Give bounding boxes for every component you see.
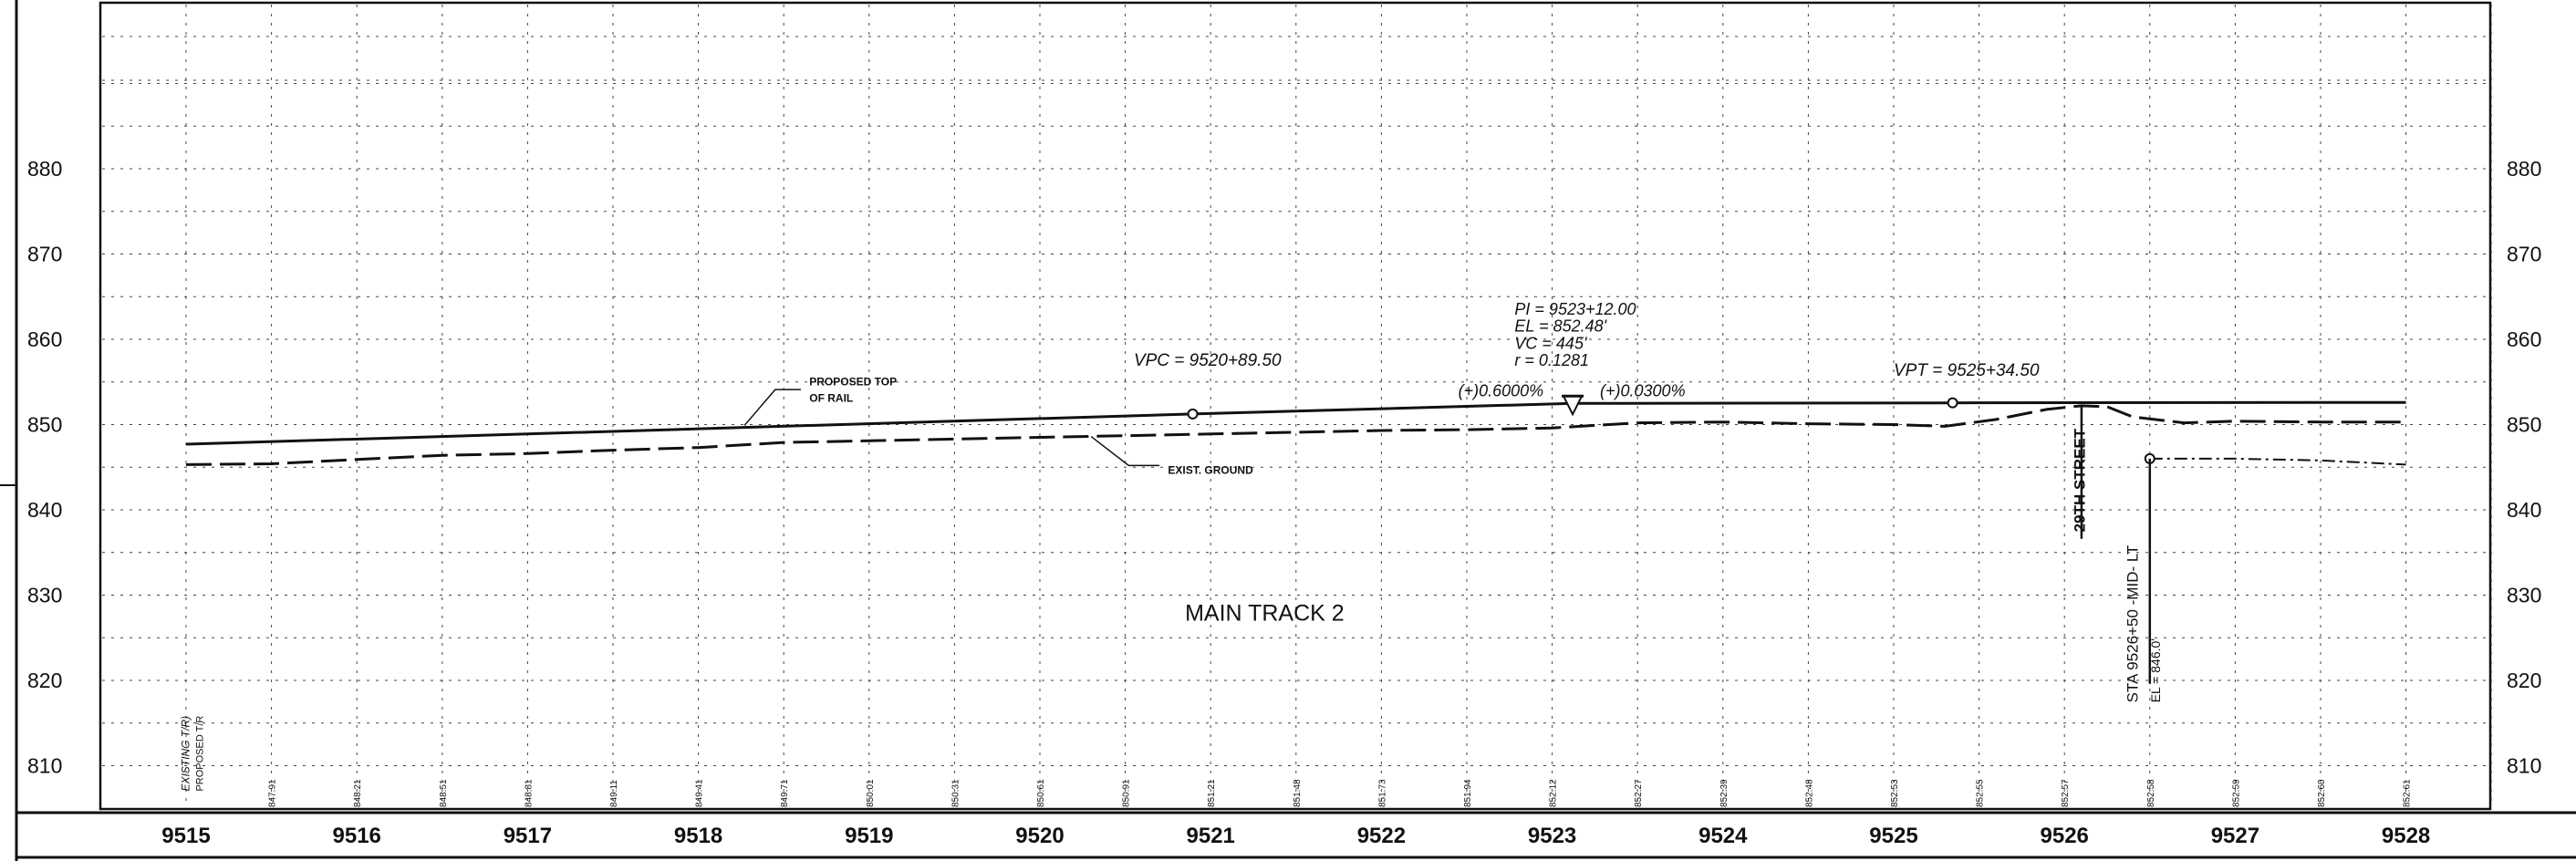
bottom-elevation-value: 852.39 xyxy=(1719,779,1729,807)
pi-vc-label: VC = 445' xyxy=(1514,334,1587,352)
bottom-elevation-value: 851.21 xyxy=(1207,779,1217,807)
station-label: 9527 xyxy=(2211,824,2259,848)
elevation-label-left: 860 xyxy=(27,327,62,351)
pi-triangle-marker xyxy=(1562,394,1584,417)
existing-ground-profile xyxy=(185,404,2406,466)
elevation-label-right: 810 xyxy=(2507,754,2541,778)
elevation-label-left: 850 xyxy=(27,413,62,437)
bottom-elevation-value: 852.61 xyxy=(2403,779,2413,807)
bottom-elevation-value: 850.01 xyxy=(866,779,876,807)
station-labels: 9515 9516 9517 9518 9519 9520 9521 9522 9523 9524… xyxy=(161,824,2430,848)
bottom-elevation-value: 850.61 xyxy=(1036,779,1046,807)
elevation-label-right: 880 xyxy=(2507,157,2541,181)
rail-label-leader xyxy=(743,389,801,426)
bottom-elevation-value: 852.53 xyxy=(1890,779,1900,807)
elevation-label-left: 820 xyxy=(27,669,62,692)
elevation-label-right: 870 xyxy=(2507,243,2541,266)
vpt-label: VPT = 9525+34.50 xyxy=(1894,361,2040,380)
station-label: 9524 xyxy=(1698,824,1748,848)
mid-point-elevation-label: EL = 846.0' xyxy=(2148,638,2163,702)
bottom-elevation-value: 852.58 xyxy=(2146,779,2156,807)
rail-label-line1: PROPOSED TOP xyxy=(809,375,897,388)
pi-triangle xyxy=(1562,395,1584,417)
bottom-elevation-value: 852.59 xyxy=(2231,779,2241,807)
vpc-label: VPC = 9520+89.50 xyxy=(1134,351,1282,370)
grade-out-label: (+)0.0300% xyxy=(1600,382,1686,400)
bottom-elevation-value: 848.51 xyxy=(439,779,449,807)
vpc-marker xyxy=(1187,408,1199,420)
bottom-elevation-value: 851.48 xyxy=(1293,779,1303,807)
bottom-elevation-value: 852.27 xyxy=(1634,779,1644,807)
bottom-elevation-value: 850.91 xyxy=(1122,779,1132,807)
street-label: 29TH STREET xyxy=(2072,428,2089,532)
station-label: 9520 xyxy=(1015,824,1064,848)
grade-in-label: (+)0.6000% xyxy=(1459,382,1544,400)
bottom-elevation-value: 849.41 xyxy=(695,779,705,807)
station-label: 9525 xyxy=(1869,824,1917,848)
station-label: 9517 xyxy=(504,824,552,848)
bottom-elevation-value: 852.57 xyxy=(2061,779,2071,807)
vpt-marker xyxy=(1947,397,1958,409)
station-label: 9519 xyxy=(845,824,893,848)
bottom-elevation-value: 852.55 xyxy=(1976,779,1986,807)
pi-r-label: r = 0.1281 xyxy=(1514,351,1589,369)
grid xyxy=(102,5,2492,807)
elevation-labels-right: 880 870 860 850 840 830 820 810 xyxy=(2507,157,2541,778)
elevation-labels-left: 880 870 860 850 840 830 820 810 xyxy=(27,157,62,778)
bottom-elevation-value: 851.94 xyxy=(1463,779,1473,807)
left-legend-line2: PROPOSED T/R xyxy=(195,716,206,792)
station-label: 9518 xyxy=(674,824,722,848)
ground-label-leader xyxy=(1090,435,1160,467)
station-label: 9528 xyxy=(2382,824,2430,848)
elevation-label-right: 820 xyxy=(2507,669,2541,692)
bottom-elevation-value: 849.11 xyxy=(609,780,619,807)
bottom-elevation-value: 848.81 xyxy=(524,779,534,807)
rail-label-line2: OF RAIL xyxy=(809,391,853,404)
station-label: 9515 xyxy=(161,824,210,848)
bottom-elevation-value: 852.60 xyxy=(2317,779,2327,807)
bottom-elevation-value: 852.12 xyxy=(1549,779,1559,807)
elevation-label-left: 840 xyxy=(27,498,62,522)
elevation-label-right: 840 xyxy=(2507,498,2541,522)
station-label: 9516 xyxy=(333,824,381,848)
drawing-title: MAIN TRACK 2 xyxy=(1185,601,1345,627)
bottom-elevation-value: 850.31 xyxy=(950,779,961,807)
ground-label: EXIST. GROUND xyxy=(1168,464,1253,477)
elevation-label-left: 810 xyxy=(27,754,62,778)
station-label: 9521 xyxy=(1187,824,1235,848)
pi-station-label: PI = 9523+12.00 xyxy=(1514,300,1636,318)
elevation-label-right: 850 xyxy=(2507,413,2541,437)
bottom-elevation-value: 848.21 xyxy=(353,779,363,807)
station-label: 9523 xyxy=(1528,824,1576,848)
elevation-label-right: 830 xyxy=(2507,584,2541,607)
bottom-elevation-value: 852.48 xyxy=(1804,779,1814,807)
dash-dot-line xyxy=(2149,457,2406,466)
left-legend-line1: EXISTING T/R) xyxy=(180,716,192,792)
bottom-elevation-values: 847.91 848.21 848.51 848.81 849.11 849.41 849.… xyxy=(268,779,2413,807)
elevation-label-left: 830 xyxy=(27,584,62,607)
pi-elevation-label: EL = 852.48' xyxy=(1514,317,1606,336)
elevation-label-left: 880 xyxy=(27,157,62,181)
bottom-elevation-value: 851.73 xyxy=(1377,779,1387,807)
elevation-label-right: 860 xyxy=(2507,327,2541,351)
elevation-label-left: 870 xyxy=(27,243,62,266)
station-label: 9526 xyxy=(2041,824,2089,848)
bottom-elevation-value: 847.91 xyxy=(268,779,278,807)
station-label: 9522 xyxy=(1357,824,1406,848)
mid-point-station-label: STA 9526+50 -MID- LT xyxy=(2124,545,2142,703)
bottom-elevation-value: 849.71 xyxy=(780,779,790,807)
